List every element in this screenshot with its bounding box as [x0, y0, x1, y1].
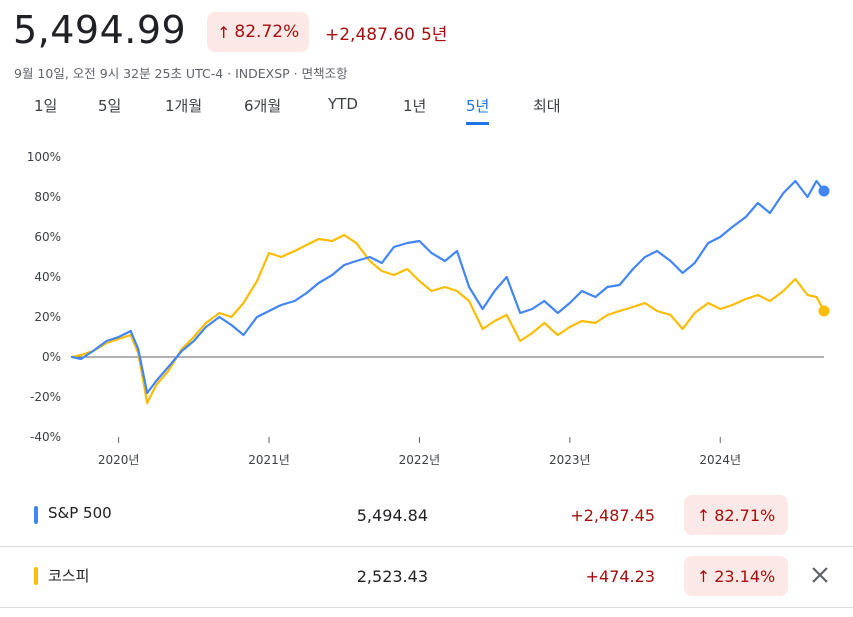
- x-tick-label: 2022년: [399, 453, 441, 467]
- tab-5y[interactable]: 5년: [466, 95, 490, 125]
- series-endpoint: [818, 185, 830, 197]
- series-change: +474.23: [585, 567, 655, 586]
- series-value: 5,494.84: [356, 506, 428, 525]
- percent-change-badge: ↑ 82.72%: [207, 12, 310, 52]
- series-percent-badge: ↑ 23.14%: [684, 556, 788, 596]
- arrow-up-icon: ↑: [696, 566, 711, 586]
- series-name: 코스피: [48, 567, 90, 585]
- x-tick-label: 2020년: [98, 453, 140, 467]
- series-swatch: [34, 506, 38, 524]
- timestamp-meta: 9월 10일, 오전 9시 32분 25초 UTC-4 · INDEXSP · …: [14, 66, 348, 81]
- series-name: S&P 500: [48, 504, 112, 522]
- current-price: 5,494.99: [13, 8, 187, 52]
- arrow-up-icon: ↑: [696, 505, 711, 525]
- series-line: [70, 179, 826, 395]
- series-change: +2,487.45: [570, 506, 655, 525]
- x-tick-label: 2024년: [699, 453, 741, 467]
- series-percent: 23.14%: [714, 566, 776, 586]
- y-tick-label: -40%: [30, 430, 61, 444]
- percent-change-value: 82.72%: [234, 22, 300, 42]
- y-tick-label: 20%: [34, 310, 61, 324]
- close-icon[interactable]: [808, 563, 832, 587]
- legend-row-sp500[interactable]: S&P 500 5,494.84 +2,487.45 ↑ 82.71%: [0, 486, 853, 546]
- y-tick-label: 40%: [34, 270, 61, 284]
- series-swatch: [34, 567, 38, 585]
- tab-max[interactable]: 최대: [533, 97, 561, 115]
- period-label: 5년: [420, 25, 448, 45]
- tab-6m[interactable]: 6개월: [244, 97, 282, 115]
- series-endpoint: [818, 305, 830, 317]
- tab-1y[interactable]: 1년: [403, 97, 427, 115]
- absolute-change-value: +2,487.60: [325, 25, 415, 45]
- x-tick-label: 2021년: [248, 453, 290, 467]
- range-tabs: 1일 5일 1개월 6개월 YTD 1년 5년 최대: [0, 95, 853, 125]
- y-tick-label: 80%: [34, 190, 61, 204]
- series-percent: 82.71%: [714, 505, 776, 525]
- series-percent-badge: ↑ 82.71%: [684, 495, 788, 535]
- absolute-change: +2,487.60 5년: [325, 20, 447, 45]
- series-line: [70, 233, 826, 405]
- tab-5d[interactable]: 5일: [98, 97, 122, 115]
- line-chart[interactable]: 100% 80% 60% 40% 20% 0% -20% -40% 2020년 2021년 2022…: [0, 140, 853, 475]
- arrow-up-icon: ↑: [217, 22, 231, 42]
- legend-row-kospi[interactable]: 코스피 2,523.43 +474.23 ↑ 23.14%: [0, 546, 853, 608]
- series-value: 2,523.43: [356, 567, 428, 586]
- y-tick-label: 100%: [27, 150, 61, 164]
- y-tick-label: -20%: [30, 390, 61, 404]
- tab-1d[interactable]: 1일: [34, 97, 58, 115]
- tab-ytd[interactable]: YTD: [328, 95, 358, 113]
- y-tick-label: 60%: [34, 230, 61, 244]
- x-tick-label: 2023년: [549, 453, 591, 467]
- y-tick-label: 0%: [42, 350, 61, 364]
- tab-1m[interactable]: 1개월: [165, 97, 203, 115]
